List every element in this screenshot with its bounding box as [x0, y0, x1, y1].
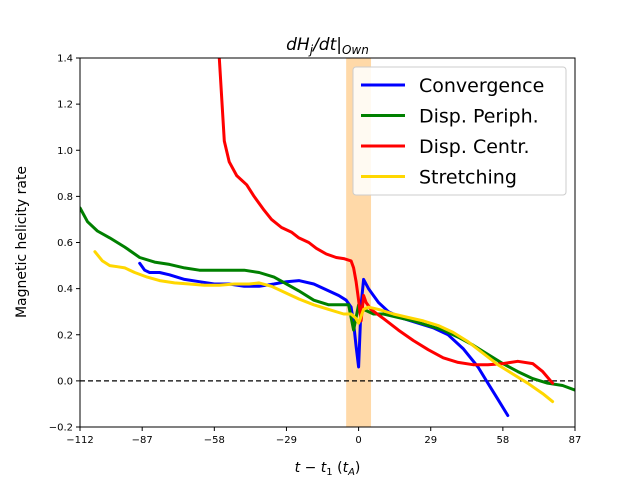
x-tick-label: −29 [276, 435, 297, 446]
x-tick-label: 87 [569, 435, 582, 446]
y-tick-label: −0.2 [49, 423, 73, 434]
chart-title: dHj/dt|Own [286, 35, 369, 57]
series-line-stretching [93, 250, 555, 404]
legend-label-convergence: Convergence [419, 75, 544, 97]
y-tick-label: 1.4 [57, 54, 73, 65]
y-tick-label: 1.2 [57, 100, 73, 111]
legend: Convergence Disp. Periph. Disp. Centr. Stre… [352, 66, 567, 196]
y-tick-label: 1.0 [57, 146, 73, 157]
x-tick-label: −58 [204, 435, 225, 446]
y-tick-label: 0.0 [57, 376, 73, 387]
x-tick-label: 0 [355, 435, 361, 446]
series-line-disp-centr [217, 58, 555, 385]
legend-frame [352, 66, 567, 196]
legend-label-disp-centr: Disp. Centr. [419, 136, 530, 158]
legend-label-disp-periph: Disp. Periph. [419, 106, 539, 128]
x-tick-label: 29 [424, 435, 437, 446]
x-tick-label: −87 [132, 435, 153, 446]
series-layer [80, 58, 575, 417]
y-axis-label: Magnetic helicity rate [14, 166, 30, 318]
y-tick-label: 0.8 [57, 192, 73, 203]
x-axis-label: t − t1 (tA) [295, 460, 361, 478]
legend-label-stretching: Stretching [419, 167, 517, 189]
y-tick-label: 0.6 [57, 238, 73, 249]
x-axis-ticks: −112 −87 −58 −29 0 29 58 87 [66, 427, 581, 446]
x-tick-label: −112 [66, 435, 93, 446]
y-tick-label: 0.2 [57, 330, 73, 341]
y-axis-ticks: −0.2 0.0 0.2 0.4 0.6 0.8 1.0 1.2 1.4 [49, 54, 80, 434]
x-tick-label: 58 [496, 435, 509, 446]
y-tick-label: 0.4 [57, 284, 73, 295]
